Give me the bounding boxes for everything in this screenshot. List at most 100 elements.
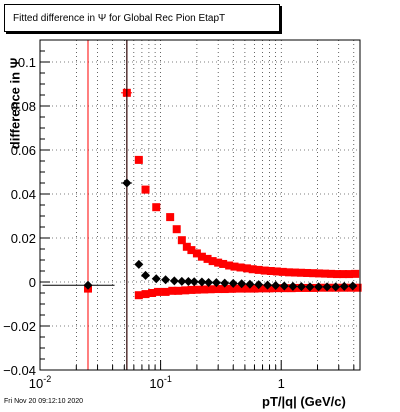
data-point xyxy=(353,283,362,292)
data-point xyxy=(288,281,298,291)
data-point xyxy=(278,267,287,276)
data-point xyxy=(339,281,349,291)
x-tick-label-exponent: -1 xyxy=(164,374,172,384)
data-point xyxy=(296,282,306,292)
data-point xyxy=(141,290,150,299)
data-point xyxy=(303,268,312,277)
y-tick-label: 0.1 xyxy=(18,55,36,70)
y-tick-label: −0.04 xyxy=(3,363,36,378)
data-point xyxy=(305,282,315,292)
data-point xyxy=(263,280,273,290)
data-point xyxy=(257,284,266,293)
data-point xyxy=(279,281,289,291)
data-point xyxy=(168,286,177,295)
data-point xyxy=(177,276,187,286)
data-point xyxy=(141,270,151,280)
data-point xyxy=(309,269,318,278)
data-point xyxy=(169,276,179,286)
data-point xyxy=(220,278,230,288)
x-axis-label: pT/|q| (GeV/c) xyxy=(262,394,346,409)
series-0 xyxy=(83,40,362,370)
y-tick-label: −0.02 xyxy=(3,319,36,334)
data-point xyxy=(245,279,255,289)
data-point xyxy=(182,242,191,251)
data-point xyxy=(183,277,193,287)
data-point xyxy=(172,225,181,234)
data-point xyxy=(228,278,238,288)
data-point xyxy=(192,285,201,294)
y-tick-label: 0.06 xyxy=(11,143,36,158)
data-point xyxy=(310,283,319,292)
data-point xyxy=(314,282,324,292)
data-point xyxy=(236,263,245,272)
data-point xyxy=(260,266,269,275)
y-tick-label: 0.08 xyxy=(11,99,36,114)
data-point xyxy=(284,268,293,277)
data-point xyxy=(271,281,281,291)
data-point xyxy=(153,287,162,296)
data-point xyxy=(161,275,171,285)
data-point xyxy=(197,277,207,287)
data-point xyxy=(214,258,223,267)
data-point xyxy=(248,265,257,274)
data-point xyxy=(152,203,161,212)
data-point xyxy=(206,285,215,294)
data-point xyxy=(230,262,239,271)
data-point xyxy=(211,278,221,288)
y-tick-label: 0 xyxy=(29,275,36,290)
data-point xyxy=(338,270,347,279)
data-marks xyxy=(42,40,362,370)
data-point xyxy=(166,213,175,222)
data-point xyxy=(290,268,299,277)
data-point xyxy=(134,291,143,300)
data-point xyxy=(151,274,161,284)
data-point xyxy=(225,261,234,270)
x-tick-label: 10-1 xyxy=(149,374,171,391)
data-point xyxy=(297,268,306,277)
data-point xyxy=(174,286,183,295)
data-point xyxy=(327,269,336,278)
series-1 xyxy=(42,40,358,370)
data-point xyxy=(197,252,206,261)
data-point xyxy=(219,259,228,268)
data-point xyxy=(177,236,186,245)
x-tick-label: 1 xyxy=(278,376,285,391)
data-point xyxy=(134,259,144,269)
data-point xyxy=(254,280,264,290)
data-point xyxy=(83,280,93,290)
data-point xyxy=(204,277,214,287)
data-point xyxy=(332,270,341,279)
data-point xyxy=(265,284,274,293)
data-point xyxy=(302,283,311,292)
data-point xyxy=(187,285,196,294)
data-point xyxy=(272,267,281,276)
data-point xyxy=(331,282,341,292)
data-point xyxy=(220,285,229,294)
data-point xyxy=(351,269,360,278)
data-point xyxy=(141,185,150,194)
data-point xyxy=(322,282,332,292)
chart-title: Fitted difference in Ψ for Global Rec Pi… xyxy=(4,4,280,32)
data-point xyxy=(208,257,217,266)
data-point xyxy=(161,287,170,296)
y-axis-label: difference in Ψ xyxy=(7,57,23,150)
x-tick-label-exponent: -2 xyxy=(43,374,51,384)
data-point xyxy=(242,264,251,273)
data-point xyxy=(235,284,244,293)
y-tick-label: 0.02 xyxy=(11,231,36,246)
data-point xyxy=(192,249,201,258)
data-point xyxy=(348,281,358,291)
data-point xyxy=(315,269,324,278)
data-point xyxy=(345,270,354,279)
timestamp: Fri Nov 20 09:12:10 2020 xyxy=(4,398,83,405)
data-point xyxy=(181,286,190,295)
data-point xyxy=(237,279,247,289)
data-point xyxy=(200,285,209,294)
data-point xyxy=(122,178,132,188)
data-point xyxy=(134,155,143,164)
data-point xyxy=(242,284,251,293)
data-point xyxy=(227,284,236,293)
data-point xyxy=(250,284,259,293)
